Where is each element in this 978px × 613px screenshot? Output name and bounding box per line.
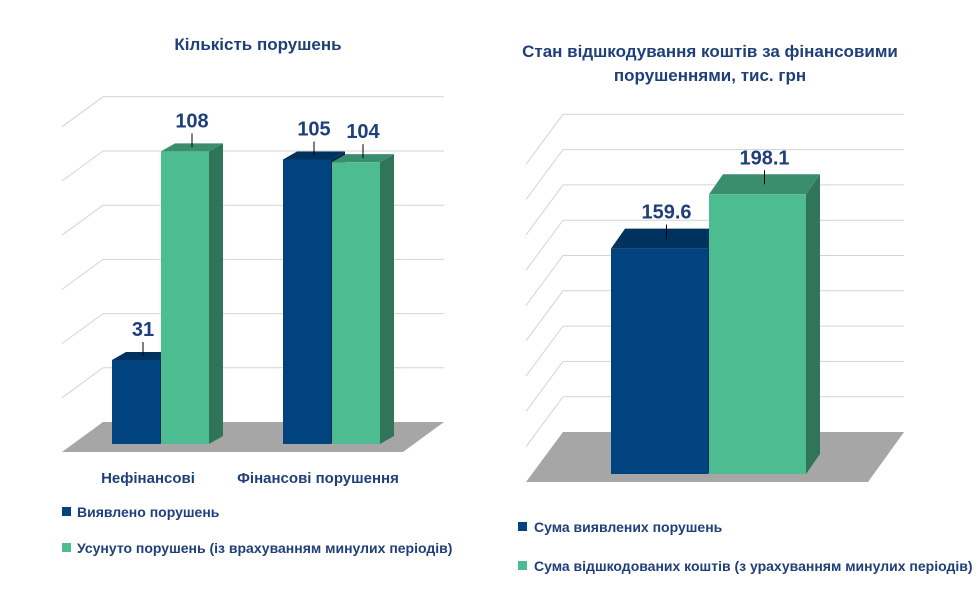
legend-swatch-eliminated bbox=[62, 543, 71, 552]
gridline bbox=[525, 149, 904, 200]
legend-label-eliminated: Усунуто порушень (із врахуванням минулих… bbox=[77, 540, 452, 556]
chart-right-title-line-2: порушеннями, тис. грн bbox=[614, 66, 806, 85]
data-label: 104 bbox=[346, 121, 380, 143]
legend-label-sum-detected: Сума виявлених порушень bbox=[534, 519, 723, 535]
data-label: 198.1 bbox=[739, 147, 789, 169]
bar bbox=[332, 162, 380, 444]
data-label: 105 bbox=[297, 118, 330, 140]
bar bbox=[611, 248, 708, 474]
bar-side bbox=[806, 174, 820, 474]
legend-label-detected: Виявлено порушень bbox=[77, 504, 220, 520]
chart-right-title-line-1: Стан відшкодування коштів за фінансовими bbox=[522, 42, 898, 61]
bar-side bbox=[380, 154, 394, 444]
legend-label-sum-reimbursed: Сума відшкодованих коштів (з урахуванням… bbox=[534, 558, 973, 574]
chart-right-data-labels: 159.6 198.1 bbox=[641, 147, 790, 239]
legend-swatch-sum-detected bbox=[518, 522, 527, 531]
bar bbox=[161, 151, 209, 444]
bar-side bbox=[209, 143, 223, 444]
chart-left-category-label: Фінансові порушення bbox=[237, 470, 399, 487]
chart-left-bars bbox=[112, 143, 394, 444]
gridline bbox=[61, 150, 444, 182]
bar bbox=[709, 194, 806, 474]
legend-swatch-sum-reimbursed bbox=[518, 561, 527, 570]
data-label: 31 bbox=[132, 319, 154, 341]
legend-swatch-detected bbox=[62, 507, 71, 516]
data-label: 108 bbox=[175, 110, 208, 132]
chart-right: Стан відшкодування коштів за фінансовими… bbox=[518, 42, 973, 574]
gridline bbox=[61, 96, 444, 128]
gridline bbox=[525, 113, 904, 165]
chart-left-data-labels: 31 108 105 104 bbox=[132, 110, 381, 356]
bar bbox=[283, 159, 331, 444]
bar bbox=[112, 359, 160, 444]
chart-left-category-label: Нефінансові bbox=[101, 470, 195, 487]
chart-left: Кількість порушень 31 108 105 104 Нефінансо… bbox=[61, 35, 452, 556]
data-label: 159.6 bbox=[641, 202, 691, 224]
chart-left-title: Кількість порушень bbox=[174, 35, 341, 54]
